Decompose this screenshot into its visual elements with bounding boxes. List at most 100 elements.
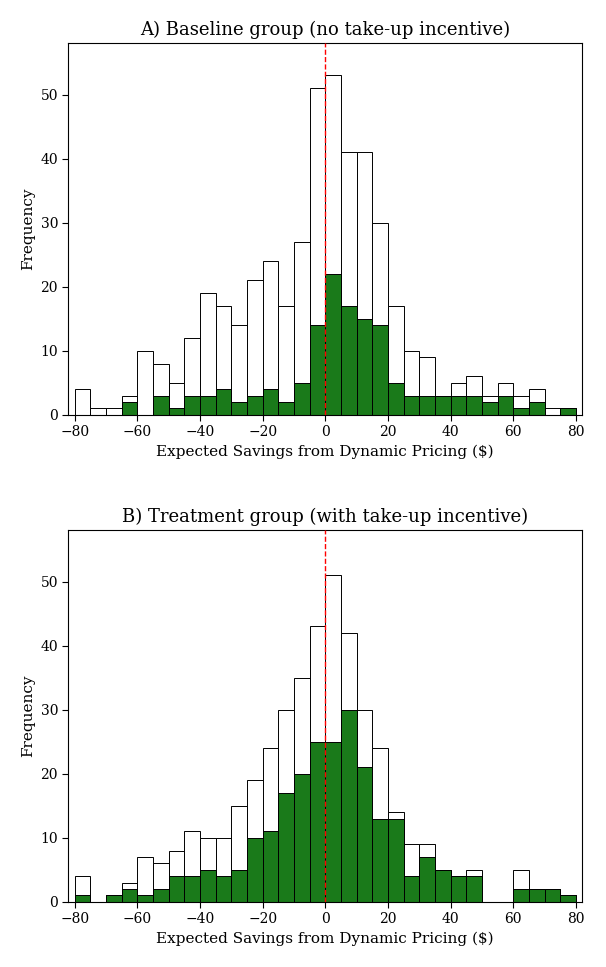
- Bar: [513, 396, 529, 415]
- Bar: [294, 383, 310, 415]
- Bar: [247, 780, 262, 902]
- Bar: [278, 306, 294, 415]
- X-axis label: Expected Savings from Dynamic Pricing ($): Expected Savings from Dynamic Pricing ($…: [156, 932, 494, 946]
- Y-axis label: Frequency: Frequency: [21, 188, 35, 271]
- Bar: [560, 408, 576, 415]
- Bar: [106, 408, 122, 415]
- Bar: [435, 869, 451, 902]
- Bar: [341, 710, 356, 902]
- Bar: [451, 876, 466, 902]
- Bar: [184, 396, 200, 415]
- Bar: [356, 768, 372, 902]
- Bar: [451, 396, 466, 415]
- X-axis label: Expected Savings from Dynamic Pricing ($): Expected Savings from Dynamic Pricing ($…: [156, 445, 494, 459]
- Bar: [372, 222, 388, 415]
- Bar: [310, 742, 325, 902]
- Bar: [404, 351, 419, 415]
- Bar: [372, 748, 388, 902]
- Bar: [200, 837, 216, 902]
- Bar: [404, 396, 419, 415]
- Bar: [216, 876, 231, 902]
- Bar: [168, 876, 184, 902]
- Bar: [310, 627, 325, 902]
- Bar: [404, 844, 419, 902]
- Bar: [466, 376, 482, 415]
- Bar: [200, 396, 216, 415]
- Bar: [451, 383, 466, 415]
- Bar: [341, 632, 356, 902]
- Bar: [231, 869, 247, 902]
- Bar: [168, 383, 184, 415]
- Bar: [513, 408, 529, 415]
- Bar: [153, 864, 168, 902]
- Bar: [138, 857, 153, 902]
- Bar: [294, 242, 310, 415]
- Bar: [184, 338, 200, 415]
- Bar: [122, 883, 138, 902]
- Bar: [294, 678, 310, 902]
- Bar: [247, 396, 262, 415]
- Bar: [388, 383, 404, 415]
- Bar: [419, 844, 435, 902]
- Bar: [200, 869, 216, 902]
- Bar: [356, 319, 372, 415]
- Bar: [372, 325, 388, 415]
- Bar: [310, 88, 325, 415]
- Bar: [356, 710, 372, 902]
- Bar: [325, 274, 341, 415]
- Bar: [388, 818, 404, 902]
- Bar: [122, 396, 138, 415]
- Bar: [231, 325, 247, 415]
- Bar: [560, 895, 576, 902]
- Bar: [529, 889, 545, 902]
- Bar: [341, 306, 356, 415]
- Bar: [262, 832, 278, 902]
- Bar: [529, 889, 545, 902]
- Bar: [466, 869, 482, 902]
- Bar: [106, 895, 122, 902]
- Bar: [435, 396, 451, 415]
- Bar: [545, 889, 560, 902]
- Bar: [153, 889, 168, 902]
- Title: B) Treatment group (with take-up incentive): B) Treatment group (with take-up incenti…: [122, 508, 528, 526]
- Bar: [184, 832, 200, 902]
- Bar: [325, 742, 341, 902]
- Bar: [404, 876, 419, 902]
- Bar: [278, 710, 294, 902]
- Bar: [419, 357, 435, 415]
- Bar: [529, 389, 545, 415]
- Bar: [435, 869, 451, 902]
- Bar: [75, 895, 90, 902]
- Bar: [451, 876, 466, 902]
- Title: A) Baseline group (no take-up incentive): A) Baseline group (no take-up incentive): [140, 21, 510, 39]
- Bar: [75, 389, 90, 415]
- Bar: [168, 851, 184, 902]
- Bar: [498, 396, 513, 415]
- Y-axis label: Frequency: Frequency: [21, 675, 35, 757]
- Bar: [388, 306, 404, 415]
- Bar: [529, 402, 545, 415]
- Bar: [513, 889, 529, 902]
- Bar: [325, 75, 341, 415]
- Bar: [184, 876, 200, 902]
- Bar: [231, 806, 247, 902]
- Bar: [388, 812, 404, 902]
- Bar: [278, 793, 294, 902]
- Bar: [466, 396, 482, 415]
- Bar: [153, 364, 168, 415]
- Bar: [231, 402, 247, 415]
- Bar: [545, 889, 560, 902]
- Bar: [278, 402, 294, 415]
- Bar: [356, 152, 372, 415]
- Bar: [90, 408, 106, 415]
- Bar: [294, 774, 310, 902]
- Bar: [372, 818, 388, 902]
- Bar: [200, 293, 216, 415]
- Bar: [153, 396, 168, 415]
- Bar: [325, 575, 341, 902]
- Bar: [216, 389, 231, 415]
- Bar: [482, 396, 498, 415]
- Bar: [247, 837, 262, 902]
- Bar: [482, 402, 498, 415]
- Bar: [122, 889, 138, 902]
